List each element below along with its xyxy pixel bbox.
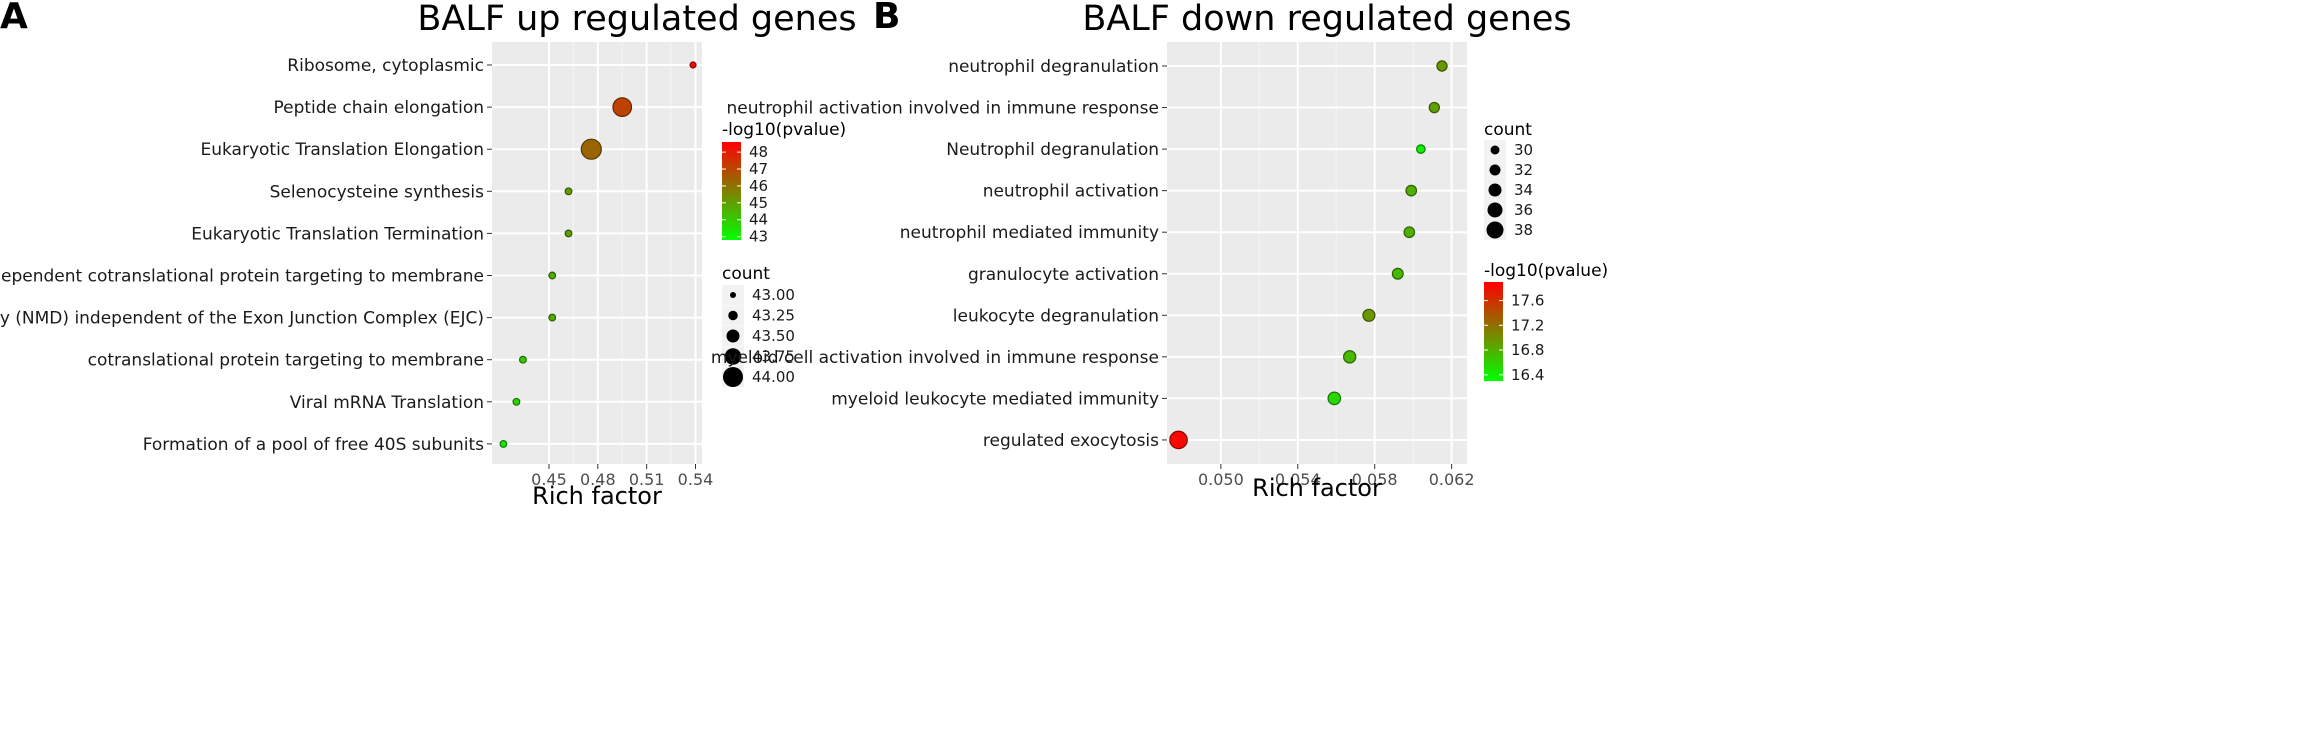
size-key-dot <box>723 367 743 387</box>
category-label: Ribosome, cytoplasmic <box>287 56 484 76</box>
category-label: cotranslational protein targeting to mem… <box>88 351 484 371</box>
category-label: neutrophil activation involved in immune… <box>727 99 1159 119</box>
size-key-dot <box>730 292 736 298</box>
color-legend-label: 48 <box>749 143 768 161</box>
x-tick-label: 0.45 <box>531 470 567 489</box>
data-point <box>1391 267 1404 280</box>
data-point <box>1342 350 1357 364</box>
data-point <box>512 397 521 406</box>
color-legend-label: 45 <box>749 194 768 212</box>
data-point <box>1436 60 1448 72</box>
category-label: Selenocysteine synthesis <box>270 182 485 202</box>
category-label: myeloid leukocyte mediated immunity <box>831 389 1159 409</box>
chart-panel-b: B BALF down regulated genes 0.050 0.054 0.05… <box>711 0 1608 502</box>
color-legend-label: 46 <box>749 177 768 195</box>
data-point <box>1415 144 1426 154</box>
chart-title: BALF down regulated genes <box>1082 0 1571 39</box>
size-legend-label: 32 <box>1514 161 1533 179</box>
x-tick-label: 0.51 <box>629 470 665 489</box>
category-label: Eukaryotic Translation Elongation <box>200 140 484 160</box>
color-legend-label: 17.6 <box>1511 292 1544 310</box>
chart-title: BALF up regulated genes <box>417 0 856 39</box>
size-legend-label: 34 <box>1514 181 1533 199</box>
data-point <box>518 355 527 364</box>
category-label: neutrophil degranulation <box>948 57 1159 77</box>
category-label: regulated exocytosis <box>983 431 1159 451</box>
data-point <box>564 229 573 238</box>
data-point <box>1405 184 1418 197</box>
x-axis-title: Rich factor <box>1252 474 1382 502</box>
category-label: neutrophil activation <box>983 182 1159 202</box>
panel-letter: A <box>0 0 28 37</box>
size-legend-label: 43.75 <box>752 348 795 366</box>
size-key-dot <box>726 329 740 343</box>
color-legend-label: 43 <box>749 228 768 246</box>
color-bar <box>1484 282 1503 381</box>
size-legend: count 43.00 43.25 43.50 43.75 44.00 <box>722 264 795 387</box>
size-key-dot <box>1489 164 1501 176</box>
color-legend-title: -log10(pvalue) <box>1484 261 1608 281</box>
category-label: Neutrophil degranulation <box>946 140 1159 160</box>
x-tick-label: 0.054 <box>1275 470 1321 489</box>
category-label: Viral mRNA Translation <box>290 393 484 413</box>
size-legend-label: 43.25 <box>752 307 795 325</box>
size-legend-title: count <box>1484 120 1532 140</box>
data-point <box>548 313 557 322</box>
color-legend-label: 47 <box>749 160 768 178</box>
size-key-dot <box>1486 221 1504 239</box>
category-label: myeloid cell activation involved in immu… <box>711 348 1159 368</box>
color-legend-title: -log10(pvalue) <box>722 120 846 140</box>
size-legend-label: 44.00 <box>752 368 795 386</box>
size-key-dot <box>1487 202 1503 218</box>
data-point <box>1327 391 1342 406</box>
panel-letter: B <box>873 0 900 37</box>
size-key-dot <box>728 310 738 321</box>
category-label: Nonsense Mediated Decay (NMD) independen… <box>0 309 484 329</box>
data-point <box>1362 308 1376 322</box>
category-label: leukocyte degranulation <box>953 306 1159 326</box>
x-tick-label: 0.062 <box>1429 470 1475 489</box>
color-legend: -log10(pvalue) 16.4 16.8 17.2 17.6 <box>1484 261 1608 384</box>
category-label: Eukaryotic Translation Termination <box>191 224 484 244</box>
data-point <box>1403 226 1416 239</box>
category-label: SRP-dependent cotranslational protein ta… <box>0 267 484 287</box>
data-point <box>1428 101 1441 114</box>
x-tick-label: 0.050 <box>1198 470 1244 489</box>
size-legend-label: 43.00 <box>752 286 795 304</box>
data-point <box>548 271 557 280</box>
size-legend-title: count <box>722 264 770 284</box>
x-tick-label: 0.058 <box>1352 470 1398 489</box>
category-label: granulocyte activation <box>968 265 1159 285</box>
x-tick-label: 0.54 <box>678 470 714 489</box>
data-point <box>499 439 508 448</box>
category-label: Formation of a pool of free 40S subunits <box>143 435 484 455</box>
color-legend-label: 16.4 <box>1511 366 1544 384</box>
size-legend-label: 38 <box>1514 221 1533 239</box>
data-point <box>580 138 602 160</box>
category-label: neutrophil mediated immunity <box>900 223 1159 243</box>
color-legend-label: 44 <box>749 211 768 229</box>
data-point <box>1169 430 1188 450</box>
data-point <box>612 97 633 117</box>
size-legend-label: 43.50 <box>752 327 795 345</box>
size-key-dot <box>1490 145 1500 155</box>
color-legend-label: 17.2 <box>1511 316 1544 334</box>
size-legend-label: 36 <box>1514 201 1533 219</box>
x-tick-label: 0.48 <box>580 470 616 489</box>
data-point <box>689 61 697 69</box>
category-label: Peptide chain elongation <box>273 98 484 118</box>
data-point <box>564 187 573 196</box>
x-axis-title: Rich factor <box>532 482 662 510</box>
size-legend-label: 30 <box>1514 141 1533 159</box>
color-bar <box>722 142 741 240</box>
size-key-dot <box>724 348 742 365</box>
size-key-dot <box>1488 183 1502 197</box>
color-legend-label: 16.8 <box>1511 341 1544 359</box>
chart-panel-a: A BALF up regulated genes 0.45 0.48 0.51 0.54… <box>0 0 857 510</box>
plot-background <box>1167 42 1467 464</box>
